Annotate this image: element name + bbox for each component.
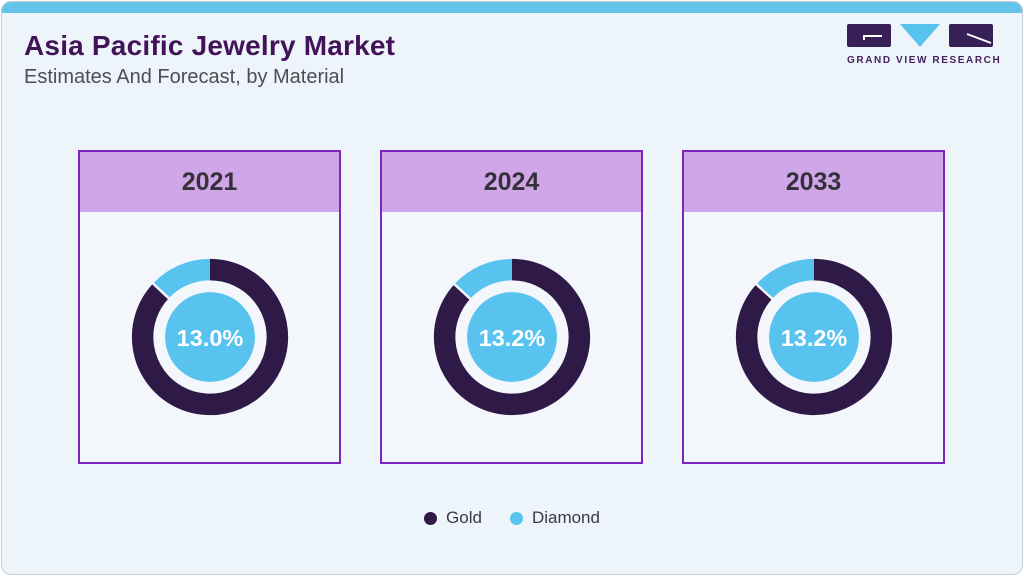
- diamond-segment: [152, 258, 210, 299]
- page-subtitle: Estimates And Forecast, by Material: [24, 66, 345, 88]
- gold-segment: [735, 258, 892, 416]
- card-year-header: 2033: [684, 152, 943, 212]
- donut-value-label: 13.2%: [478, 325, 545, 351]
- donut-value-label: 13.0%: [176, 325, 243, 351]
- donut-inner-circle: [466, 292, 557, 382]
- donut-chart-2021: 13.0%: [131, 258, 288, 416]
- top-accent-bar: [2, 2, 1022, 13]
- logo-r-icon: [949, 24, 993, 47]
- logo-wordmark: GRAND VIEW RESEARCH: [847, 55, 1002, 66]
- card-year-header: 2021: [80, 152, 339, 212]
- gvr-logo-marks: [847, 24, 993, 50]
- card-2033: 2033 13.2%: [682, 150, 945, 464]
- logo-v-icon: [900, 24, 940, 47]
- legend-item-gold: Gold: [424, 508, 482, 528]
- legend-label: Gold: [446, 508, 482, 527]
- grand-view-research-logo: GRAND VIEW RESEARCH: [847, 24, 1002, 66]
- card-2021: 2021 13.0%: [78, 150, 341, 464]
- card-body: 13.0%: [80, 212, 339, 462]
- segment-separator: [753, 282, 774, 301]
- diamond-dot-icon: [509, 511, 523, 525]
- donut-inner-circle: [164, 292, 255, 382]
- segment-separator: [451, 282, 472, 301]
- donut-value-label: 13.2%: [780, 325, 847, 351]
- gold-dot-icon: [424, 511, 438, 525]
- card-body: 13.2%: [382, 212, 641, 462]
- header: Asia Pacific Jewelry Market Estimates An…: [2, 13, 1022, 89]
- donut-chart-2033: 13.2%: [735, 258, 892, 416]
- legend-label: Diamond: [531, 508, 600, 527]
- card-2024: 2024 13.2%: [380, 150, 643, 464]
- diamond-segment: [755, 258, 814, 300]
- page-title: Asia Pacific Jewelry Market: [24, 30, 396, 61]
- donut-chart-2024: 13.2%: [433, 258, 590, 416]
- logo-g-icon: [847, 24, 891, 47]
- legend: Gold Diamond: [2, 508, 1022, 528]
- card-year-header: 2024: [382, 152, 641, 212]
- gold-segment: [131, 258, 288, 416]
- gold-segment: [433, 258, 590, 416]
- donut-inner-circle: [768, 292, 859, 382]
- card-body: 13.2%: [684, 212, 943, 462]
- donut-cards-row: 2021 13.0% 2024 13.2%: [78, 150, 945, 464]
- diamond-segment: [453, 258, 512, 300]
- legend-item-diamond: Diamond: [509, 508, 600, 528]
- segment-separator: [150, 281, 171, 301]
